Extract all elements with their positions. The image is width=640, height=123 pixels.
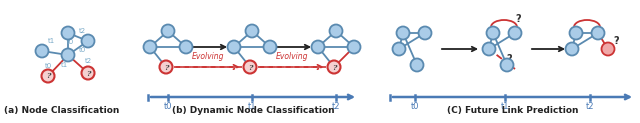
Circle shape: [348, 40, 360, 54]
Circle shape: [227, 40, 241, 54]
Circle shape: [246, 24, 259, 38]
Circle shape: [509, 26, 522, 39]
Text: ?: ?: [86, 69, 90, 77]
Circle shape: [419, 26, 431, 39]
Text: (C) Future Link Prediction: (C) Future Link Prediction: [447, 106, 579, 115]
Circle shape: [161, 24, 175, 38]
Text: ?: ?: [613, 36, 619, 46]
Text: t2: t2: [586, 102, 595, 111]
Circle shape: [35, 45, 49, 57]
Text: t1: t1: [47, 38, 54, 44]
Circle shape: [570, 26, 582, 39]
Circle shape: [61, 26, 74, 39]
Text: (a) Node Classification: (a) Node Classification: [4, 106, 120, 115]
Text: t0: t0: [411, 102, 419, 111]
Circle shape: [591, 26, 605, 39]
Text: t2: t2: [84, 58, 92, 64]
Circle shape: [81, 67, 95, 79]
Text: ?: ?: [248, 63, 252, 71]
Circle shape: [410, 59, 424, 71]
Circle shape: [81, 34, 95, 47]
Text: ?: ?: [515, 14, 521, 24]
Text: ?: ?: [506, 54, 512, 64]
Circle shape: [61, 48, 74, 62]
Circle shape: [486, 26, 499, 39]
Text: t1: t1: [248, 102, 256, 111]
Circle shape: [42, 69, 54, 83]
Text: (b) Dynamic Node Classification: (b) Dynamic Node Classification: [172, 106, 334, 115]
Circle shape: [500, 59, 513, 71]
Circle shape: [602, 43, 614, 55]
Circle shape: [243, 61, 257, 74]
Text: t0: t0: [44, 63, 52, 69]
Text: t1: t1: [60, 62, 68, 68]
Text: t0: t0: [164, 102, 172, 111]
Circle shape: [397, 26, 410, 39]
Text: ?: ?: [45, 72, 51, 80]
Circle shape: [392, 43, 406, 55]
Text: ?: ?: [332, 63, 336, 71]
Text: Evolving: Evolving: [192, 52, 224, 61]
Circle shape: [483, 43, 495, 55]
Circle shape: [143, 40, 157, 54]
Circle shape: [264, 40, 276, 54]
Text: t0: t0: [67, 39, 74, 45]
Text: ?: ?: [164, 63, 168, 71]
Text: t2: t2: [79, 28, 86, 34]
Text: t2: t2: [332, 102, 340, 111]
Circle shape: [328, 61, 340, 74]
Text: t1: t1: [500, 102, 509, 111]
Circle shape: [179, 40, 193, 54]
Circle shape: [159, 61, 173, 74]
Text: Evolving: Evolving: [276, 52, 308, 61]
Text: t0: t0: [78, 47, 86, 53]
Circle shape: [312, 40, 324, 54]
Circle shape: [330, 24, 342, 38]
Circle shape: [566, 43, 579, 55]
